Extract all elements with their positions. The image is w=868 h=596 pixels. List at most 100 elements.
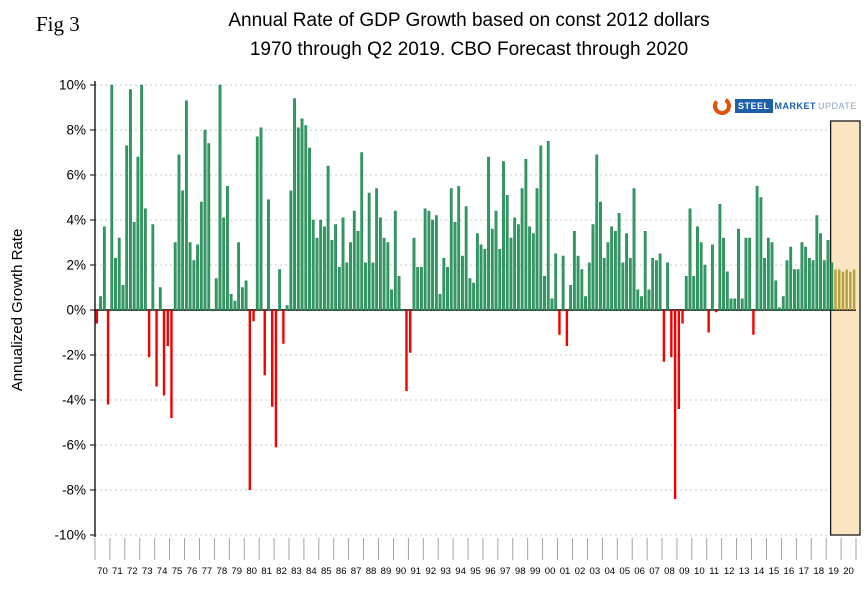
bar-1970q1 <box>95 310 99 324</box>
bar-1986q2 <box>337 267 341 311</box>
bar-1980q3 <box>252 310 255 322</box>
svg-text:12: 12 <box>724 566 735 577</box>
bar-1984q4 <box>315 237 319 311</box>
bar-2018q1 <box>811 260 815 311</box>
bar-1977q4 <box>211 309 214 312</box>
bar-1985q4 <box>330 240 334 311</box>
svg-text:99: 99 <box>530 566 541 577</box>
bar-1989q2 <box>382 237 386 311</box>
bar-1990q2 <box>397 276 401 311</box>
bar-1987q4 <box>360 152 364 311</box>
svg-text:87: 87 <box>351 566 362 577</box>
bar-1976q2 <box>188 242 192 311</box>
bar-2018q2 <box>815 215 819 311</box>
svg-text:-4%: -4% <box>62 393 86 408</box>
bar-2015q3 <box>774 280 778 311</box>
bar-1987q3 <box>356 231 360 311</box>
bar-1991q4 <box>420 267 423 311</box>
svg-text:03: 03 <box>590 566 601 577</box>
svg-text:76: 76 <box>187 566 198 577</box>
bar-2007q1 <box>647 289 651 311</box>
bar-2019q1 <box>826 240 830 311</box>
svg-text:75: 75 <box>172 566 183 577</box>
bar-1993q1 <box>438 294 442 311</box>
bar-2015q2 <box>770 242 774 311</box>
bar-1981q2 <box>263 310 266 376</box>
bar-2013q1 <box>737 228 740 311</box>
bar-2009q2 <box>681 310 684 324</box>
svg-text:83: 83 <box>291 566 302 577</box>
svg-text:10%: 10% <box>59 78 86 93</box>
svg-text:78: 78 <box>216 566 227 577</box>
bar-2008q1 <box>662 310 666 362</box>
bar-1998q2 <box>516 224 520 311</box>
bar-1999q4 <box>539 145 543 311</box>
bar-2002q4 <box>584 296 587 311</box>
bar-1970q4 <box>106 310 110 405</box>
bar-2020q3 <box>849 271 852 310</box>
bar-1976q1 <box>184 100 188 311</box>
bar-1991q1 <box>409 310 412 353</box>
chart-title-line2: 1970 through Q2 2019. CBO Forecast throu… <box>249 38 689 60</box>
bar-1978q3 <box>222 217 226 311</box>
bar-1971q1 <box>110 84 114 311</box>
bar-1992q3 <box>431 219 435 311</box>
bar-1999q1 <box>528 226 531 311</box>
bar-1988q3 <box>371 262 375 311</box>
bar-2006q2 <box>636 289 640 311</box>
bar-2015q4 <box>778 307 781 311</box>
bar-1979q3 <box>237 242 241 311</box>
bar-2010q1 <box>692 276 696 311</box>
bar-1973q4 <box>151 224 155 311</box>
bar-1997q4 <box>509 237 513 311</box>
bar-1998q4 <box>524 159 528 311</box>
bar-1975q3 <box>177 154 181 311</box>
bar-2010q2 <box>696 226 699 311</box>
bar-2019q3 <box>834 269 837 310</box>
bar-1993q2 <box>442 258 446 311</box>
bar-1994q4 <box>464 206 468 311</box>
bar-1998q1 <box>513 217 517 311</box>
bar-2004q3 <box>610 226 614 311</box>
svg-text:70: 70 <box>97 566 108 577</box>
svg-text:88: 88 <box>366 566 377 577</box>
bar-2018q4 <box>822 260 826 311</box>
bar-1983q4 <box>300 118 304 311</box>
bar-2013q2 <box>740 298 744 311</box>
bar-1970q3 <box>102 226 106 311</box>
svg-text:01: 01 <box>560 566 571 577</box>
bar-2001q4 <box>569 285 573 311</box>
bar-1988q4 <box>375 188 379 311</box>
svg-text:92: 92 <box>425 566 436 577</box>
bar-1990q4 <box>405 310 408 391</box>
svg-text:08: 08 <box>664 566 675 577</box>
svg-text:74: 74 <box>157 566 168 577</box>
bar-2010q3 <box>699 242 703 311</box>
bar-1987q2 <box>352 210 356 311</box>
bar-2009q1 <box>677 310 681 409</box>
bar-1979q1 <box>229 294 233 311</box>
svg-text:2%: 2% <box>66 258 86 273</box>
svg-text:98: 98 <box>515 566 526 577</box>
bar-1978q2 <box>218 84 222 311</box>
bar-1989q1 <box>378 217 382 311</box>
bar-1985q2 <box>323 226 326 311</box>
bar-2000q2 <box>546 141 550 311</box>
bar-2012q2 <box>725 271 729 311</box>
bar-1998q3 <box>520 188 524 311</box>
bar-1992q4 <box>434 215 438 311</box>
y-axis-title: Annualized Growth Rate <box>9 229 26 392</box>
bar-1974q1 <box>155 310 158 387</box>
svg-text:-2%: -2% <box>62 348 86 363</box>
bar-2018q3 <box>819 233 822 311</box>
bar-1981q1 <box>259 127 263 311</box>
bar-2009q4 <box>688 208 692 311</box>
svg-text:94: 94 <box>455 566 466 577</box>
bar-1973q1 <box>140 84 144 311</box>
bar-1975q4 <box>181 190 185 311</box>
bar-1980q1 <box>244 280 248 311</box>
bar-1995q1 <box>468 278 472 311</box>
bar-1984q2 <box>308 147 311 311</box>
svg-text:20: 20 <box>843 566 854 577</box>
bar-2014q3 <box>759 197 763 311</box>
